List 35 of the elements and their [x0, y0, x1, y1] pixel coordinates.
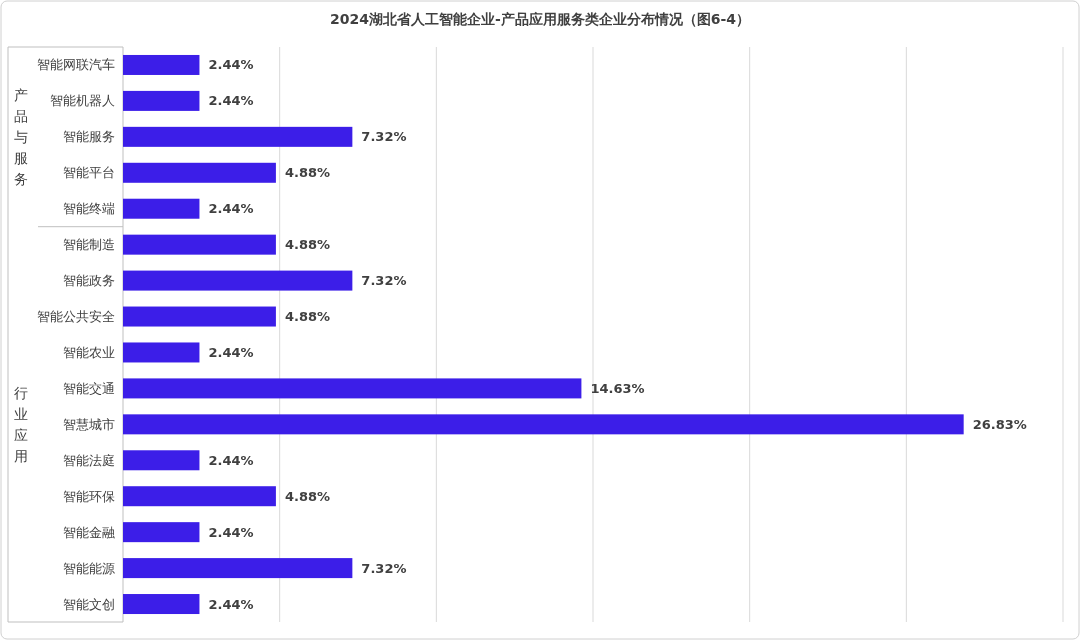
y-tick-label: 智能农业 — [63, 344, 115, 360]
chart-title: 2024湖北省人工智能企业-产品应用服务类企业分布情况（图6-4） — [329, 11, 751, 27]
data-label: 4.88% — [284, 488, 331, 504]
y-tick-label: 智能平台 — [63, 165, 115, 181]
group-label: 行业应用 — [14, 384, 28, 464]
data-label: 2.44% — [208, 344, 254, 360]
data-label: 4.88% — [284, 165, 331, 181]
y-tick-label: 智能环保 — [63, 488, 115, 504]
data-label: 7.32% — [361, 273, 407, 289]
data-label: 2.44% — [208, 596, 254, 612]
data-label: 2.44% — [208, 57, 254, 73]
y-tick-label: 智能政务 — [63, 273, 115, 289]
y-tick-label: 智能交通 — [63, 380, 115, 396]
y-tick-label: 智能法庭 — [63, 452, 115, 468]
data-label: 2.44% — [208, 201, 254, 217]
data-label: 4.88% — [284, 237, 331, 253]
y-tick-label: 智能机器人 — [50, 93, 115, 109]
data-label: 7.32% — [361, 560, 407, 576]
y-tick-label: 智能服务 — [63, 129, 115, 145]
y-tick-label: 智能终端 — [63, 201, 115, 217]
data-label: 2.44% — [208, 452, 254, 468]
y-tick-label: 智能公共安全 — [37, 309, 115, 325]
y-tick-label: 智能能源 — [63, 560, 115, 576]
data-label: 2.44% — [208, 524, 254, 540]
y-tick-label: 智能文创 — [63, 596, 115, 612]
data-label: 2.44% — [208, 93, 254, 109]
data-label: 4.88% — [284, 309, 331, 325]
y-tick-label: 智能制造 — [63, 237, 115, 253]
data-label: 14.63% — [590, 380, 645, 396]
y-tick-label: 智能金融 — [63, 524, 115, 540]
data-label: 26.83% — [972, 416, 1027, 432]
y-tick-label: 智能网联汽车 — [37, 57, 115, 73]
y-tick-label: 智慧城市 — [63, 416, 115, 432]
group-label: 产品与服务 — [14, 86, 28, 187]
data-label: 7.32% — [361, 129, 407, 145]
